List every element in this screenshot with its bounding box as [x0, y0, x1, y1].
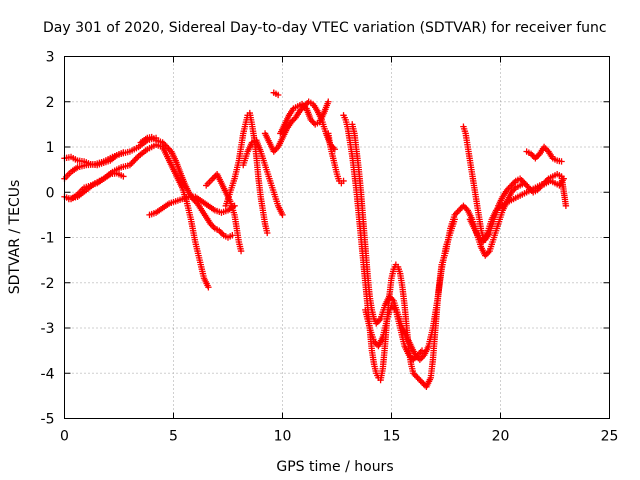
x-tick-label: 10 — [274, 429, 292, 445]
series-arc-16 — [362, 302, 426, 363]
data-point — [120, 173, 127, 180]
data-point — [325, 98, 332, 105]
data-point — [562, 202, 570, 210]
y-tick-label: -1 — [41, 231, 55, 247]
axis-ticks: 0 5 10 15 20 25 -5 -4 -3 -2 -1 0 1 2 3 — [41, 50, 619, 445]
data-point — [131, 157, 138, 164]
y-tick-label: 1 — [46, 140, 55, 156]
data-point — [418, 347, 426, 354]
data-point — [415, 376, 423, 383]
series-arc-9 — [240, 137, 286, 219]
series-arc-7 — [203, 170, 245, 255]
x-tick-label: 5 — [169, 429, 178, 445]
data-point — [451, 216, 458, 223]
data-point — [532, 155, 539, 162]
data-point — [460, 202, 467, 210]
series-arc-19 — [523, 143, 565, 165]
series-arc-13 — [325, 130, 347, 187]
data-point — [274, 91, 282, 99]
y-tick-label: -5 — [41, 412, 55, 428]
data-point — [237, 247, 245, 255]
y-tick-label: -3 — [41, 321, 55, 337]
y-axis-label: SDTVAR / TECUs — [7, 180, 23, 295]
data-marks — [61, 89, 570, 391]
data-point — [533, 153, 541, 161]
data-point — [229, 232, 236, 239]
series-arc-18 — [466, 170, 570, 246]
series-arc-15 — [349, 121, 458, 363]
x-tick-label: 15 — [383, 429, 401, 445]
data-point — [454, 208, 461, 216]
data-point — [340, 177, 347, 185]
data-point — [417, 377, 424, 384]
x-tick-label: 20 — [492, 429, 510, 445]
data-point — [205, 284, 212, 291]
data-point — [518, 176, 525, 184]
series-arc-8 — [222, 109, 271, 237]
data-point — [522, 181, 530, 188]
data-point — [455, 207, 463, 214]
data-point — [414, 374, 421, 381]
series-arc-17 — [460, 123, 567, 243]
data-point — [129, 158, 137, 166]
y-tick-label: 2 — [46, 95, 55, 111]
y-tick-label: 0 — [46, 185, 55, 201]
y-tick-label: 3 — [46, 50, 55, 66]
data-point — [279, 211, 286, 219]
y-tick-label: -4 — [41, 366, 55, 382]
grid — [64, 56, 610, 419]
y-tick-label: -2 — [41, 276, 55, 292]
x-axis-label: GPS time / hours — [276, 459, 393, 475]
data-point — [457, 205, 464, 213]
data-point — [558, 158, 565, 165]
x-tick-label: 25 — [601, 429, 619, 445]
chart-title: Day 301 of 2020, Sidereal Day-to-day VTE… — [43, 20, 607, 36]
series-arc-12 — [277, 98, 332, 137]
series-arc-4 — [65, 141, 212, 291]
data-point — [132, 155, 139, 163]
series-arc-5 — [137, 133, 236, 241]
series-arc-11 — [270, 89, 282, 99]
series-arc-1 — [61, 149, 127, 169]
x-tick-label: 0 — [60, 429, 69, 445]
data-point — [461, 204, 469, 211]
data-point — [413, 373, 420, 380]
data-point — [264, 229, 271, 237]
